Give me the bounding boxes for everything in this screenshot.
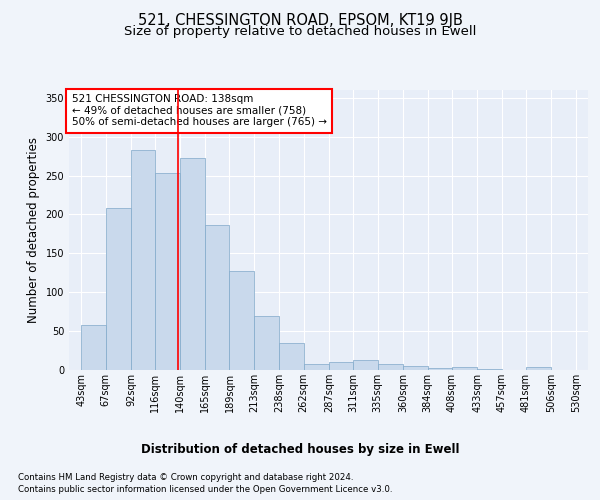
Bar <box>106 208 131 370</box>
Bar <box>131 150 155 370</box>
Bar <box>205 224 229 370</box>
Text: Contains HM Land Registry data © Crown copyright and database right 2024.: Contains HM Land Registry data © Crown c… <box>18 472 353 482</box>
Bar <box>403 366 428 370</box>
Text: Distribution of detached houses by size in Ewell: Distribution of detached houses by size … <box>141 442 459 456</box>
Y-axis label: Number of detached properties: Number of detached properties <box>27 137 40 323</box>
Bar <box>254 316 279 370</box>
Bar <box>526 367 551 370</box>
Bar <box>477 369 502 370</box>
Bar <box>353 360 378 370</box>
Text: Contains public sector information licensed under the Open Government Licence v3: Contains public sector information licen… <box>18 485 392 494</box>
Bar <box>304 364 329 370</box>
Text: 521, CHESSINGTON ROAD, EPSOM, KT19 9JB: 521, CHESSINGTON ROAD, EPSOM, KT19 9JB <box>137 12 463 28</box>
Bar <box>452 367 477 370</box>
Bar <box>229 271 254 370</box>
Text: 521 CHESSINGTON ROAD: 138sqm
← 49% of detached houses are smaller (758)
50% of s: 521 CHESSINGTON ROAD: 138sqm ← 49% of de… <box>71 94 326 128</box>
Bar <box>279 343 304 370</box>
Text: Size of property relative to detached houses in Ewell: Size of property relative to detached ho… <box>124 25 476 38</box>
Bar <box>378 364 403 370</box>
Bar <box>81 325 106 370</box>
Bar <box>329 362 353 370</box>
Bar <box>155 173 180 370</box>
Bar <box>428 368 452 370</box>
Bar <box>180 158 205 370</box>
